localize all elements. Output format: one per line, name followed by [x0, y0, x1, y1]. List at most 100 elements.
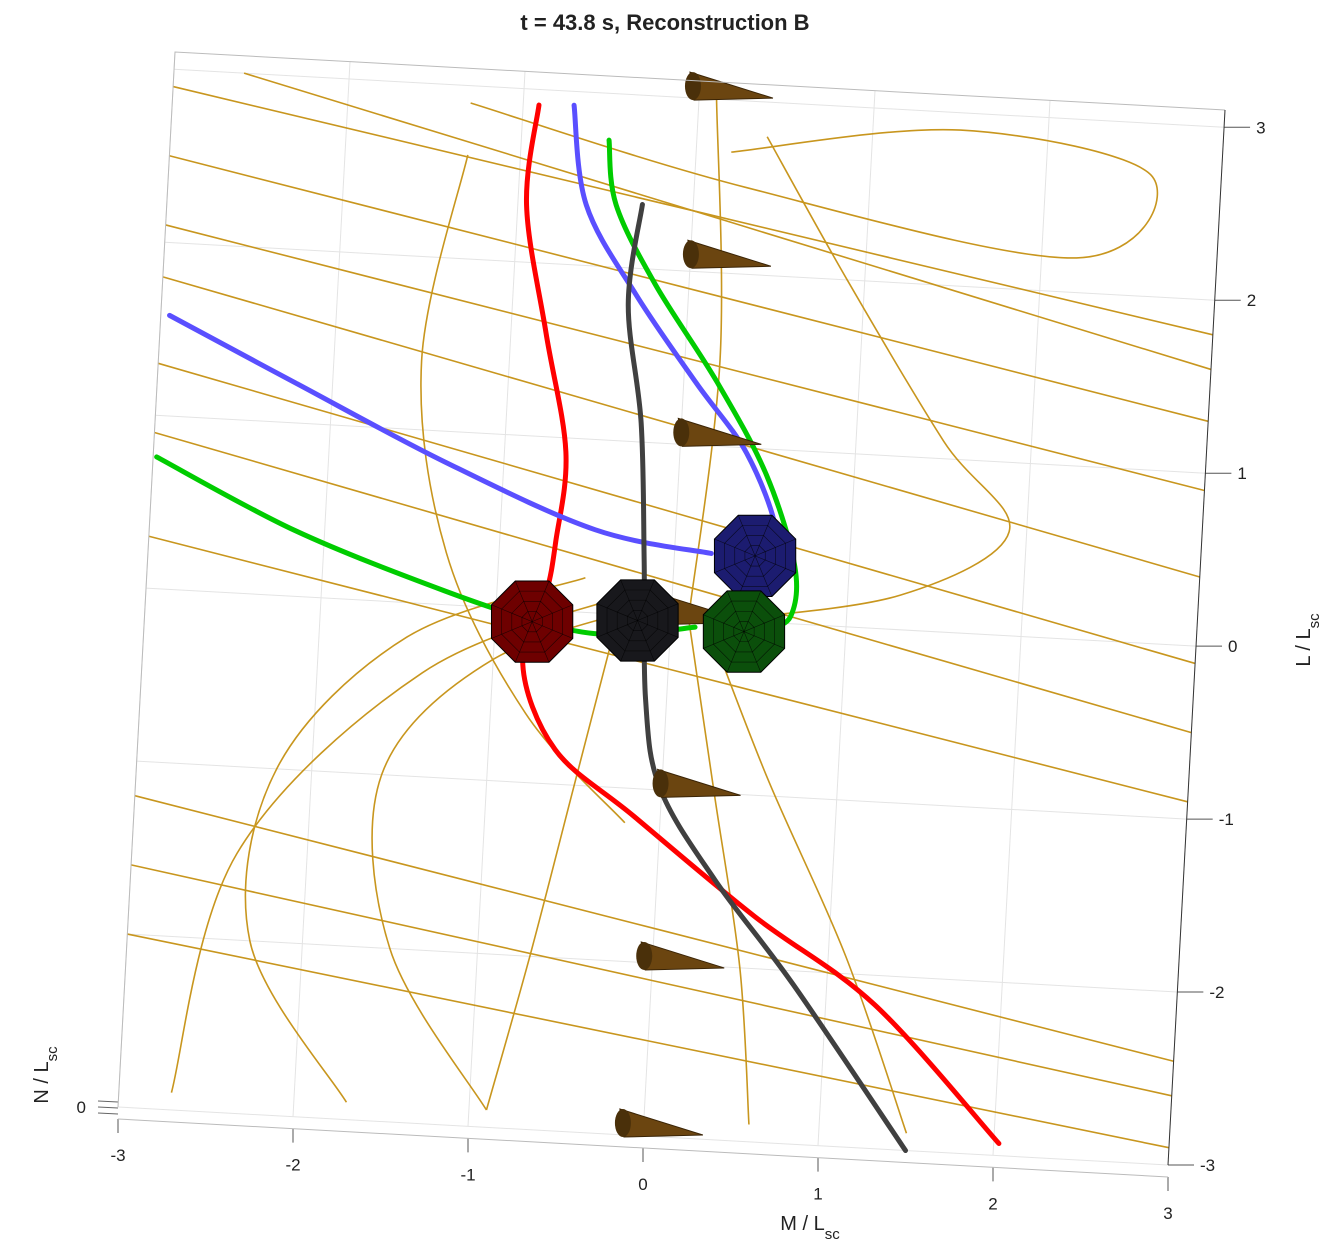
y-tick-label: 3 — [1256, 118, 1265, 137]
trajectory — [625, 201, 908, 1153]
field-line — [470, 102, 1159, 259]
grid-line — [467, 71, 526, 1127]
z-label: N / Lsc — [31, 1046, 61, 1104]
z-tick — [97, 1100, 119, 1103]
chart-title: t = 43.8 s, Reconstruction B — [520, 10, 809, 35]
x-tick-label: 0 — [638, 1175, 647, 1194]
arrow-base — [673, 418, 690, 447]
mesh — [703, 614, 745, 632]
field-line — [723, 136, 1011, 621]
mesh — [726, 631, 745, 673]
field-line — [170, 596, 620, 1093]
mesh — [703, 631, 745, 649]
z-tick — [97, 1112, 119, 1115]
mesh — [714, 538, 756, 557]
mesh — [754, 515, 773, 556]
field-line — [157, 362, 1196, 665]
mesh — [531, 580, 550, 622]
arrow-base — [636, 941, 653, 970]
y-tick-label: 0 — [1228, 637, 1237, 656]
mesh — [743, 631, 785, 649]
mesh — [743, 590, 762, 632]
arrow-base — [684, 72, 701, 101]
field-line — [244, 576, 586, 1103]
arrow-cone — [677, 417, 762, 447]
x-tick-label: 2 — [988, 1194, 997, 1213]
y-tick-label: 1 — [1237, 464, 1246, 483]
mesh — [515, 621, 533, 663]
mesh — [754, 555, 773, 597]
arrows — [614, 71, 774, 1138]
label-text: N / L — [31, 1061, 53, 1103]
x-label: M / Lsc — [780, 1213, 840, 1240]
label-subscript: sc — [1306, 613, 1323, 629]
mesh — [754, 538, 796, 557]
y-tick-label: -2 — [1209, 983, 1224, 1002]
z-tick — [97, 1106, 119, 1109]
mesh — [596, 603, 638, 621]
x-tick-label: 1 — [813, 1185, 822, 1204]
frame — [117, 51, 1226, 1108]
mesh — [515, 580, 533, 622]
x-axis-line — [117, 1118, 1169, 1178]
mesh — [637, 620, 655, 662]
mesh — [637, 603, 679, 621]
field-line — [130, 864, 1172, 1097]
y-axis-line — [1167, 109, 1226, 1166]
y-label: L / Lsc — [1293, 613, 1323, 667]
mesh — [743, 631, 762, 673]
mesh — [726, 590, 745, 632]
mesh — [737, 555, 756, 597]
mesh — [596, 620, 638, 638]
mesh — [491, 604, 533, 622]
field-line — [687, 617, 750, 1125]
mesh — [754, 555, 796, 573]
field-line — [243, 72, 1212, 371]
arrow-base — [682, 240, 699, 269]
mesh — [737, 515, 756, 556]
field-line — [127, 933, 1170, 1149]
field-line — [169, 154, 1209, 423]
y-tick-label: 2 — [1247, 291, 1256, 310]
grid-line — [292, 61, 351, 1117]
field-line — [154, 431, 1192, 734]
y-tick-label: -1 — [1219, 810, 1234, 829]
mesh — [532, 604, 573, 622]
field-line — [165, 224, 1205, 492]
grid-line — [164, 241, 1215, 301]
grid-line — [992, 100, 1051, 1156]
x-tick-label: -2 — [285, 1156, 300, 1175]
mesh — [743, 614, 785, 632]
field-line — [134, 794, 1174, 1063]
grid-line — [817, 90, 876, 1146]
field-line — [705, 618, 908, 1134]
spacecraft — [490, 514, 797, 673]
arrow-cone — [640, 941, 725, 971]
arrow-cone — [656, 768, 741, 798]
mesh — [637, 620, 679, 638]
x-tick-label: -1 — [460, 1165, 475, 1184]
label-text: L / L — [1293, 628, 1315, 666]
mesh — [620, 579, 638, 621]
z-tick-label: 0 — [77, 1098, 86, 1117]
y-tick-label: -3 — [1200, 1156, 1215, 1175]
arrow-cone — [687, 239, 772, 269]
label-text: M / L — [780, 1213, 824, 1235]
mesh — [532, 621, 573, 639]
mesh — [491, 621, 533, 639]
x-tick-label: 3 — [1163, 1204, 1172, 1223]
label-subscript: sc — [825, 1226, 841, 1240]
field-line — [148, 535, 1188, 803]
arrow-cone — [619, 1108, 704, 1138]
mesh — [714, 555, 756, 573]
arrow-base — [614, 1109, 631, 1138]
field-line — [687, 99, 723, 619]
field-line — [485, 614, 620, 1111]
label-subscript: sc — [44, 1046, 61, 1062]
mesh — [637, 579, 655, 621]
x-tick-label: -3 — [110, 1146, 125, 1165]
arrow-base — [652, 769, 669, 798]
